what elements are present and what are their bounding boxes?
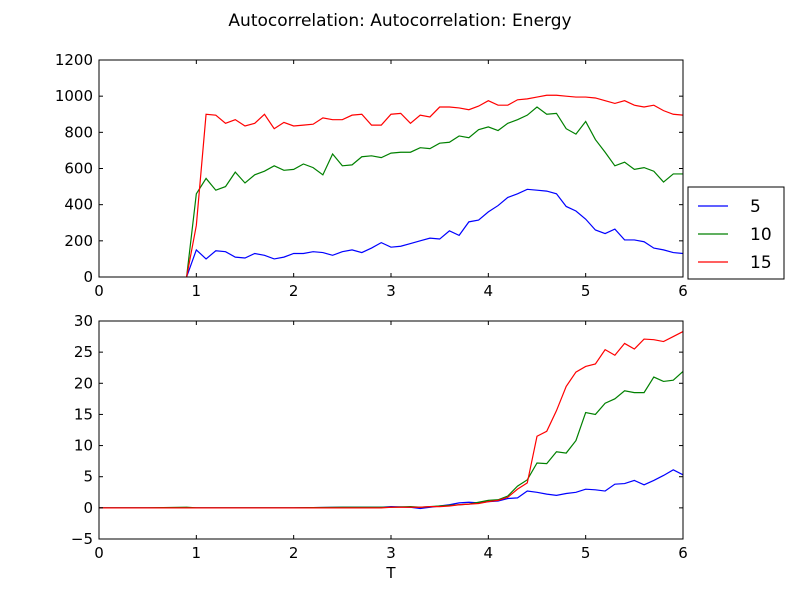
series-line-10	[99, 371, 683, 509]
series-line-15	[186, 94, 683, 277]
series-line-5	[99, 469, 683, 510]
y-tick-label: 15	[74, 405, 93, 423]
x-tick-label: 4	[484, 282, 494, 300]
x-tick-label: 2	[289, 282, 299, 300]
axes-frame	[98, 59, 684, 278]
legend: 5 10 15	[687, 186, 785, 280]
x-tick-label: 3	[386, 282, 396, 300]
y-tick-label: 0	[83, 268, 93, 286]
chart-title: Autocorrelation: Autocorrelation: Energy	[228, 11, 571, 31]
series-line-10	[186, 106, 683, 277]
series-line-15	[99, 331, 683, 509]
legend-label: 10	[750, 225, 772, 245]
y-tick-label: 30	[74, 312, 93, 330]
legend-box	[687, 186, 785, 280]
subplot-1: 0 1 2 3 4 5 6 0 200 400 600 800 1000 1200	[55, 51, 688, 300]
x-tick-label: 0	[94, 282, 104, 300]
x-tick-label: 1	[192, 544, 202, 562]
x-tick-label: 6	[678, 544, 688, 562]
x-tick-label: 4	[484, 544, 494, 562]
y-tick-label: 200	[64, 232, 93, 250]
x-tick-label: 5	[581, 282, 591, 300]
x-tick-label: 5	[581, 544, 591, 562]
y-tick-label: 0	[83, 499, 93, 517]
x-tick-label: 3	[386, 544, 396, 562]
y-tick-label: 10	[74, 437, 93, 455]
y-tick-label: 25	[74, 343, 93, 361]
y-tick-label: 1000	[55, 87, 93, 105]
x-tick-label: 0	[94, 544, 104, 562]
y-tick-label: 400	[64, 196, 93, 214]
x-tick-label: 1	[192, 282, 202, 300]
x-tick-label: 2	[289, 544, 299, 562]
x-axis-label: T	[385, 564, 396, 582]
y-tick-label: 5	[83, 468, 93, 486]
y-tick-label: 20	[74, 374, 93, 392]
series-line-5	[186, 188, 683, 277]
y-tick-label: 1200	[55, 51, 93, 69]
x-tick-label: 6	[678, 282, 688, 300]
legend-label: 5	[750, 197, 761, 217]
y-tick-label: −5	[71, 530, 93, 548]
y-tick-label: 600	[64, 160, 93, 178]
y-tick-label: 800	[64, 123, 93, 141]
legend-label: 15	[750, 253, 772, 273]
